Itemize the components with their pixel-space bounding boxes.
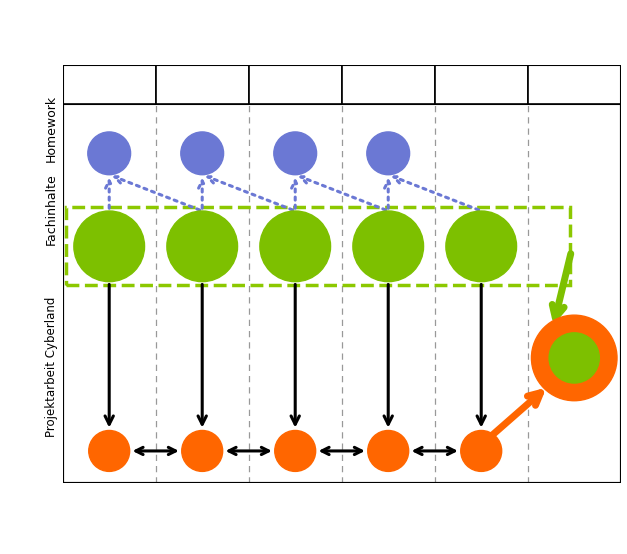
Bar <box>528 65 621 104</box>
Circle shape <box>353 211 424 281</box>
Text: Fachinhalte: Fachinhalte <box>45 173 58 245</box>
Text: Modul: Modul <box>343 78 384 91</box>
Text: 6: 6 <box>571 78 579 91</box>
Text: Projektarbeit Cyberland: Projektarbeit Cyberland <box>45 297 58 438</box>
Text: Modul: Modul <box>157 78 199 91</box>
Bar <box>63 65 155 104</box>
Text: 2: 2 <box>199 78 208 91</box>
Text: 3: 3 <box>292 78 300 91</box>
Circle shape <box>260 211 330 281</box>
Circle shape <box>167 211 238 281</box>
Circle shape <box>532 315 617 401</box>
Bar <box>342 65 435 104</box>
Circle shape <box>368 430 409 471</box>
Text: 1: 1 <box>105 78 114 91</box>
Circle shape <box>182 430 223 471</box>
Circle shape <box>181 132 224 175</box>
Circle shape <box>275 430 315 471</box>
Circle shape <box>549 333 599 383</box>
Text: Modul: Modul <box>64 78 105 91</box>
Circle shape <box>446 211 517 281</box>
Text: 4: 4 <box>384 78 393 91</box>
Text: Modul: Modul <box>529 78 571 91</box>
Circle shape <box>461 430 502 471</box>
Circle shape <box>89 430 130 471</box>
Bar <box>435 65 528 104</box>
Text: 5: 5 <box>478 78 487 91</box>
Bar <box>66 207 569 285</box>
Circle shape <box>88 132 130 175</box>
Bar <box>249 65 342 104</box>
Circle shape <box>274 132 317 175</box>
Text: Modul: Modul <box>436 78 478 91</box>
Circle shape <box>74 211 145 281</box>
Text: Modul: Modul <box>250 78 292 91</box>
Bar <box>155 65 249 104</box>
Text: Homework: Homework <box>45 95 58 162</box>
Circle shape <box>367 132 409 175</box>
